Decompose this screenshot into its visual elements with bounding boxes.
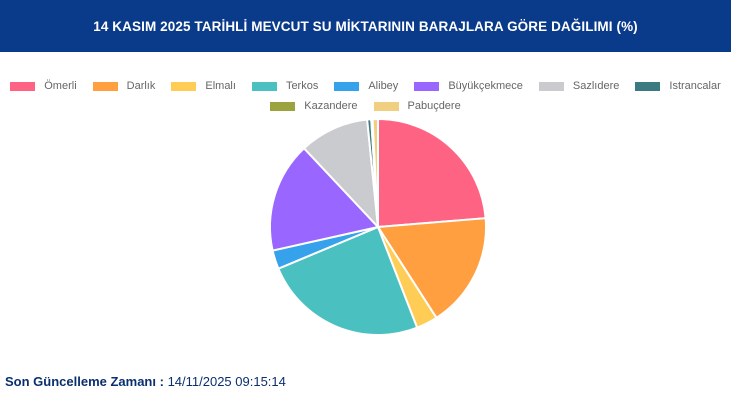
legend-label: Elmalı	[205, 80, 236, 92]
legend-swatch	[10, 81, 36, 91]
pie-slice-pabuçdere[interactable]	[371, 117, 379, 228]
legend-item[interactable]: Alibey	[334, 80, 398, 92]
chart-title: 14 KASIM 2025 TARİHLİ MEVCUT SU MİKTARIN…	[93, 18, 638, 34]
legend-label: Alibey	[368, 80, 399, 92]
legend-item[interactable]: Terkos	[251, 80, 319, 92]
legend-swatch	[538, 81, 564, 91]
last-updated-value: 14/11/2025 09:15:14	[167, 374, 286, 389]
legend-label: Darlık	[126, 80, 156, 92]
legend-item[interactable]: Istrancalar	[635, 80, 721, 92]
legend-label: Büyükçekmece	[448, 80, 523, 92]
pie-slice-büyükçekmece[interactable]	[269, 146, 380, 252]
last-updated: Son Güncelleme Zamanı : 14/11/2025 09:15…	[5, 374, 286, 389]
legend-label: Terkos	[285, 80, 319, 92]
legend: Ömerli Darlık Elmalı Terkos Alibey Büyükçekme…	[0, 76, 731, 116]
legend-label: Ömerli	[44, 80, 77, 92]
pie-slice-terkos[interactable]	[277, 225, 419, 336]
legend-item[interactable]: Darlık	[92, 80, 156, 92]
legend-item[interactable]: Büyükçekmece	[414, 80, 523, 92]
legend-swatch	[373, 101, 399, 111]
legend-item[interactable]: Ömerli	[10, 80, 77, 92]
legend-item[interactable]: Pabuçdere	[373, 100, 461, 112]
legend-swatch	[334, 81, 360, 91]
legend-label: Istrancalar	[669, 80, 721, 92]
legend-label: Kazandere	[304, 100, 358, 112]
legend-swatch	[414, 81, 440, 91]
pie-slice-darlık[interactable]	[376, 217, 487, 320]
legend-label: Sazlıdere	[572, 80, 620, 92]
legend-swatch	[270, 101, 296, 111]
header-bar: 14 KASIM 2025 TARİHLİ MEVCUT SU MİKTARIN…	[0, 0, 731, 52]
legend-swatch	[171, 81, 197, 91]
legend-swatch	[251, 81, 277, 91]
legend-item[interactable]: Elmalı	[171, 80, 236, 92]
legend-item[interactable]: Kazandere	[270, 100, 358, 112]
legend-swatch	[635, 81, 661, 91]
legend-label: Pabuçdere	[407, 100, 461, 112]
last-updated-label: Son Güncelleme Zamanı :	[5, 374, 164, 389]
legend-item[interactable]: Sazlıdere	[538, 80, 620, 92]
pie-slice-sazlıdere[interactable]	[302, 118, 380, 230]
legend-swatch	[92, 81, 118, 91]
pie-slice-ömerli[interactable]	[377, 117, 487, 229]
